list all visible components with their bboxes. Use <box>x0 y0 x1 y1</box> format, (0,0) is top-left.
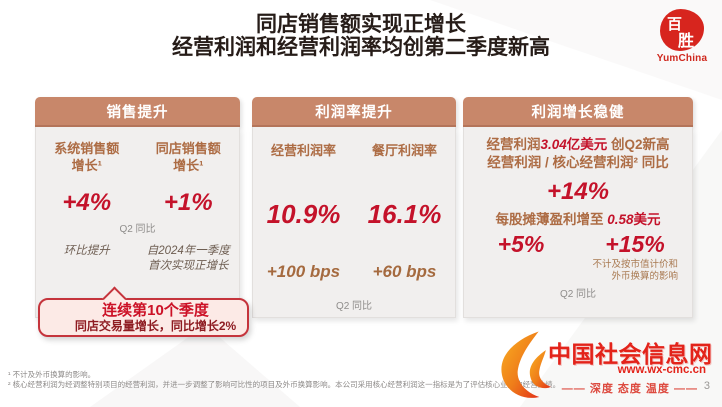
footnotes: ¹ 不计及外币换算的影响。 ² 核心经营利润为经调整特别项目的经营利润，并进一步… <box>8 370 708 389</box>
margin-panel-header: 利润率提升 <box>252 97 456 127</box>
operating-profit-suffix: 创Q2新高 <box>607 137 670 152</box>
flame-logo-icon <box>501 331 551 398</box>
profit-period-label: Q2 同比 <box>559 289 597 300</box>
operating-margin-value: 10.9% <box>266 199 341 229</box>
watermark-site-name: 中国社会信息网 <box>548 341 713 367</box>
eps-line: 每股摊薄盈利增至 0.58美元 <box>464 211 692 229</box>
sales-panel-body: 系统销售额 增长¹ 同店销售额 增长¹ +4% +1% Q2 同比 环比提升 自… <box>35 127 240 318</box>
margin-period-label: Q2 同比 <box>335 301 373 312</box>
page-number: 3 <box>703 380 710 392</box>
brand-name: YumChina <box>656 53 708 64</box>
footnote-2: ² 核心经营利润为经调整特别项目的经营利润，并进一步调整了影响可比性的项目及外币… <box>8 379 561 389</box>
operating-profit-line: 经营利润3.04亿美元 创Q2新高 <box>464 136 692 154</box>
restaurant-margin-label: 餐厅利润率 <box>371 143 437 158</box>
profit-panel-header: 利润增长稳健 <box>463 97 693 127</box>
eps-growth-value: +5% <box>497 231 545 257</box>
footnote-1: ¹ 不计及外币换算的影响。 <box>8 370 96 379</box>
restaurant-margin-value: 16.1% <box>367 199 442 229</box>
watermark: 中国社会信息网 www.wx-cmc.cn 3 —— 深度 态度 温度 —— <box>488 328 718 404</box>
restaurant-margin-delta: +60 bps <box>372 262 437 281</box>
logo-glyph: 胜 <box>678 33 695 50</box>
profit-panel: 利润增长稳健 经营利润3.04亿美元 创Q2新高 经营利润 / 核心经营利润² … <box>463 97 693 318</box>
eps-unit: 美元 <box>633 212 661 227</box>
same-store-sales-value: +1% <box>163 189 213 216</box>
operating-profit-prefix: 经营利润 <box>486 137 541 152</box>
profit-growth-value: +14% <box>546 178 610 205</box>
streak-callout-subtitle: 同店交易量增长，同比增长2% <box>74 319 237 333</box>
sales-panel: 销售提升 系统销售额 增长¹ 同店销售额 增长¹ +4% +1% Q2 同比 环… <box>35 97 240 318</box>
same-store-sales-note: 自2024年一季度 首次实现正增长 <box>146 245 230 272</box>
operating-profit-unit: 亿美元 <box>566 137 608 152</box>
streak-callout: 连续第10个季度 同店交易量增长，同比增长2% <box>38 286 249 337</box>
slide-title-line1: 同店销售额实现正增长 <box>256 13 466 36</box>
operating-margin-delta: +100 bps <box>266 262 341 281</box>
background-triangle-decoration <box>90 325 300 407</box>
profit-panel-body: 经营利润3.04亿美元 创Q2新高 经营利润 / 核心经营利润² 同比 +14%… <box>463 127 693 318</box>
logo-glyph: 百 <box>667 16 683 33</box>
eps-adjusted-note: 不计及按市值计价和 外币换算的影响 <box>592 259 678 282</box>
yumchina-logo-icon: 百 胜 <box>660 9 704 51</box>
sales-panel-header: 销售提升 <box>35 97 240 127</box>
operating-profit-amount: 3.04 <box>540 137 567 152</box>
watermark-slogan: —— 深度 态度 温度 —— <box>561 383 698 395</box>
system-sales-value: +4% <box>62 189 112 216</box>
core-profit-line: 经营利润 / 核心经营利润² 同比 <box>487 155 669 170</box>
sales-period-label: Q2 同比 <box>119 224 156 235</box>
watermark-url: www.wx-cmc.cn <box>617 364 706 376</box>
eps-prefix: 每股摊薄盈利增至 <box>495 212 608 227</box>
streak-callout-title: 连续第10个季度 <box>102 302 209 319</box>
margin-panel-body: 经营利润率 餐厅利润率 10.9% 16.1% +100 bps +60 bps… <box>252 127 456 318</box>
eps-growth-adjusted-value: +15% <box>605 231 665 257</box>
yumchina-logo: 百 胜 YumChina <box>656 9 708 64</box>
eps-amount: 0.58 <box>607 212 634 227</box>
system-sales-note: 环比提升 <box>63 245 110 257</box>
slide-title-line2: 经营利润和经营利润率均创第二季度新高 <box>172 36 550 59</box>
margin-panel: 利润率提升 经营利润率 餐厅利润率 10.9% 16.1% +100 bps +… <box>252 97 456 318</box>
same-store-sales-label: 同店销售额 增长¹ <box>155 141 221 173</box>
slide-title: 同店销售额实现正增长 经营利润和经营利润率均创第二季度新高 <box>0 13 722 59</box>
operating-margin-label: 经营利润率 <box>270 143 336 158</box>
system-sales-label: 系统销售额 增长¹ <box>54 141 120 173</box>
